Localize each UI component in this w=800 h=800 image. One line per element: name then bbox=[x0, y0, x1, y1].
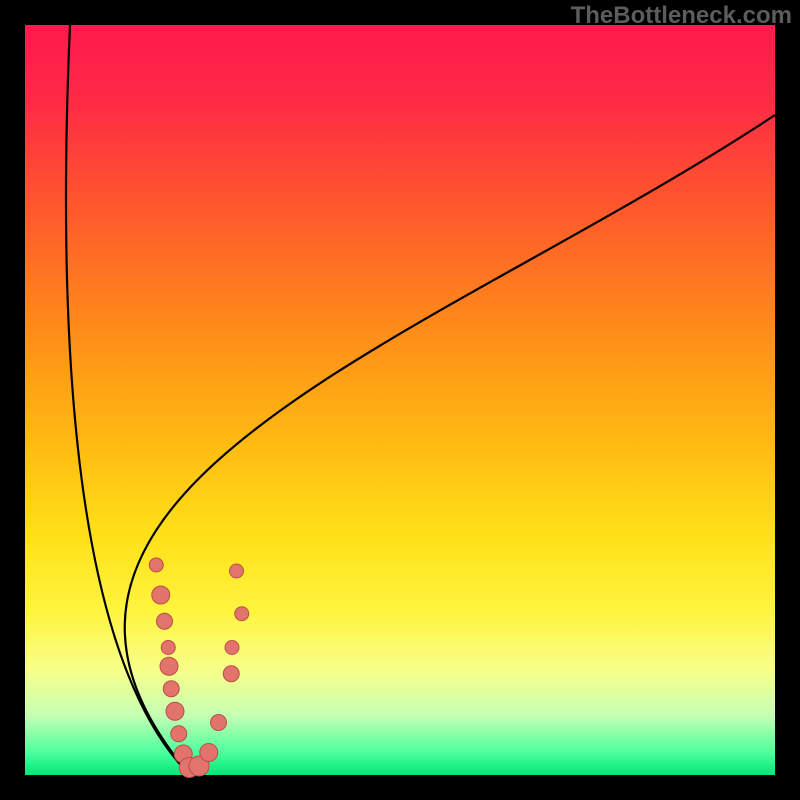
data-marker bbox=[166, 702, 184, 720]
data-marker bbox=[163, 681, 179, 697]
data-marker bbox=[157, 613, 173, 629]
data-marker bbox=[200, 744, 218, 762]
data-marker bbox=[149, 558, 163, 572]
chart-root: TheBottleneck.com bbox=[0, 0, 800, 800]
data-marker bbox=[235, 607, 249, 621]
right-curve bbox=[125, 115, 775, 775]
data-marker bbox=[225, 641, 239, 655]
data-marker bbox=[211, 715, 227, 731]
data-marker bbox=[171, 726, 187, 742]
data-marker bbox=[152, 586, 170, 604]
data-marker bbox=[160, 657, 178, 675]
watermark-text: TheBottleneck.com bbox=[571, 2, 792, 30]
curve-layer bbox=[25, 25, 775, 775]
data-marker bbox=[230, 564, 244, 578]
plot-frame bbox=[25, 25, 775, 775]
data-marker bbox=[161, 641, 175, 655]
data-marker bbox=[223, 666, 239, 682]
